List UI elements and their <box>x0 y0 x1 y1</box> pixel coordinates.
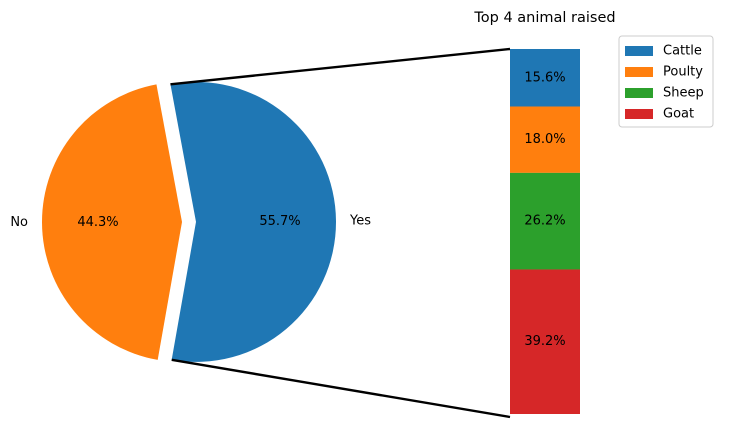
bar-segment-goat <box>510 269 580 414</box>
legend-swatch-sheep <box>625 88 653 98</box>
pie-value-label-yes: 55.7% <box>259 214 300 229</box>
legend-swatch-goat <box>625 109 653 119</box>
bar-value-label-poulty: 18.0% <box>524 132 565 147</box>
connector-line-bottom <box>171 358 511 419</box>
pie-chart: 55.7% Yes 44.3% No <box>10 81 371 362</box>
pie-value-label-no: 44.3% <box>77 215 118 230</box>
legend-label-goat: Goat <box>663 107 694 122</box>
legend-label-cattle: Cattle <box>663 44 702 59</box>
bar-value-label-goat: 39.2% <box>524 334 565 349</box>
bar-chart-title: Top 4 animal raised <box>473 10 615 26</box>
legend-swatch-poulty <box>625 67 653 77</box>
legend-label-poulty: Poulty <box>663 65 703 80</box>
legend-box <box>618 35 714 128</box>
pie-slice-yes <box>170 81 336 362</box>
legend-swatch-cattle <box>625 46 653 56</box>
legend: Cattle Poulty Sheep Goat <box>618 35 714 128</box>
connector-line-top <box>170 47 511 86</box>
pie-category-label-no: No <box>10 215 28 230</box>
pie-slice-no <box>42 84 182 360</box>
stacked-bar-chart: Top 4 animal raised 15.6% 18.0% 26.2% 39.2% <box>473 10 616 414</box>
bar-segment-cattle <box>510 49 580 107</box>
bar-value-label-cattle: 15.6% <box>524 70 565 85</box>
connector-lines <box>170 47 511 419</box>
bar-value-label-sheep: 26.2% <box>524 214 565 229</box>
bar-segment-sheep <box>510 172 580 270</box>
legend-label-sheep: Sheep <box>663 86 704 101</box>
pie-category-label-yes: Yes <box>349 214 371 229</box>
bar-segment-poulty <box>510 106 580 173</box>
